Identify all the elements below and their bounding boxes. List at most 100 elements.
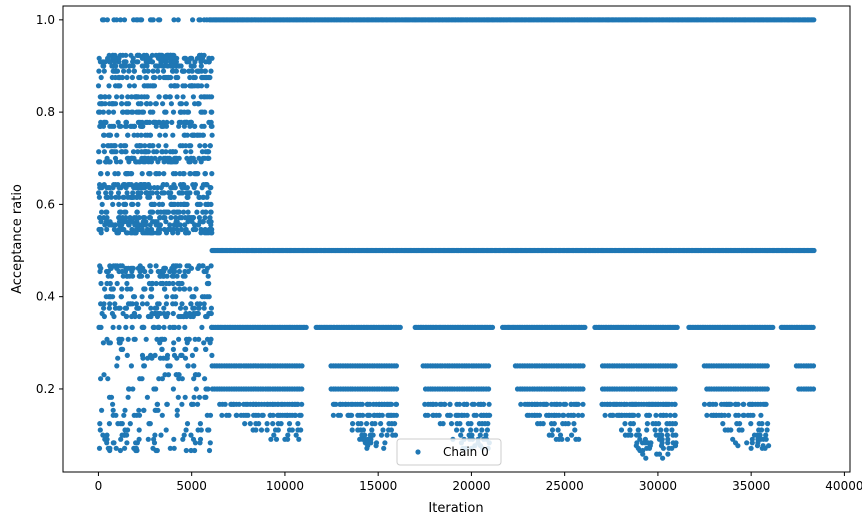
data-point xyxy=(129,268,135,275)
data-point xyxy=(369,427,375,433)
data-point xyxy=(701,401,708,407)
data-point xyxy=(393,401,399,407)
data-point xyxy=(673,432,679,438)
data-point xyxy=(245,412,251,418)
data-point xyxy=(137,119,143,125)
data-point xyxy=(201,340,207,346)
data-point xyxy=(464,401,470,407)
data-point xyxy=(726,412,732,418)
data-point xyxy=(101,305,107,311)
data-point xyxy=(247,421,253,427)
y-tick-label: 1.0 xyxy=(36,13,55,27)
data-point xyxy=(190,313,196,320)
data-point xyxy=(656,421,662,427)
data-point xyxy=(672,401,678,407)
data-point xyxy=(160,119,166,125)
data-point xyxy=(113,63,119,69)
data-point xyxy=(129,74,135,81)
data-point xyxy=(349,427,355,433)
data-point xyxy=(299,401,305,407)
data-point xyxy=(179,101,185,107)
data-point xyxy=(99,209,105,215)
data-point xyxy=(168,185,174,191)
data-point xyxy=(113,149,119,155)
data-point xyxy=(148,313,154,320)
data-point xyxy=(116,74,122,81)
data-point xyxy=(159,63,166,69)
data-point xyxy=(107,301,113,307)
y-tick-label: 0.8 xyxy=(36,105,55,119)
data-point xyxy=(192,59,198,65)
data-point xyxy=(98,171,104,177)
data-point xyxy=(183,305,189,311)
data-point xyxy=(660,455,666,461)
data-point xyxy=(190,63,196,69)
data-point xyxy=(153,63,159,69)
data-point xyxy=(163,219,169,225)
data-point xyxy=(292,412,299,418)
data-point xyxy=(770,324,776,330)
data-point xyxy=(270,421,276,427)
data-point xyxy=(164,119,170,125)
data-point xyxy=(140,355,146,361)
data-point xyxy=(350,421,356,427)
data-point xyxy=(163,59,169,65)
data-point xyxy=(157,17,163,23)
data-point xyxy=(107,340,113,346)
data-point xyxy=(635,427,641,433)
data-point xyxy=(146,143,152,149)
data-point xyxy=(364,445,370,451)
data-point xyxy=(392,421,398,427)
data-point xyxy=(189,68,195,74)
data-point xyxy=(106,421,112,427)
data-point xyxy=(194,190,201,196)
data-point xyxy=(549,432,555,438)
data-point xyxy=(138,132,144,138)
data-point xyxy=(285,436,291,442)
data-point xyxy=(192,123,198,129)
data-point xyxy=(107,185,113,191)
data-point xyxy=(96,159,102,165)
data-point xyxy=(156,230,162,236)
data-point xyxy=(139,123,145,129)
data-point xyxy=(564,436,571,442)
data-point xyxy=(196,194,202,200)
data-point xyxy=(667,412,673,418)
data-point xyxy=(579,412,585,418)
data-point xyxy=(159,149,165,155)
data-point xyxy=(720,421,726,427)
data-point xyxy=(464,412,470,418)
data-point xyxy=(96,109,102,115)
data-point xyxy=(174,412,180,418)
data-point xyxy=(296,436,302,442)
data-point xyxy=(159,412,165,418)
data-point xyxy=(137,268,143,275)
data-point xyxy=(134,447,140,454)
data-point xyxy=(128,123,134,129)
data-point xyxy=(144,273,150,279)
data-point xyxy=(151,83,158,89)
data-point xyxy=(630,412,636,418)
data-point xyxy=(133,185,139,191)
data-point xyxy=(202,230,208,236)
data-point xyxy=(188,265,195,271)
data-point xyxy=(362,432,368,438)
data-point xyxy=(164,401,170,407)
data-point xyxy=(253,427,259,433)
data-point xyxy=(164,313,170,320)
data-point xyxy=(181,123,187,129)
data-point xyxy=(101,313,107,320)
data-point xyxy=(610,412,616,418)
data-point xyxy=(123,149,129,155)
data-point xyxy=(182,201,188,207)
data-point xyxy=(158,432,164,438)
data-point xyxy=(112,301,118,307)
data-point xyxy=(518,401,524,407)
data-point xyxy=(140,159,147,165)
data-point xyxy=(640,447,646,454)
data-point xyxy=(110,324,116,330)
data-point xyxy=(162,132,168,138)
data-point xyxy=(198,59,204,65)
data-point xyxy=(196,394,203,400)
data-point xyxy=(204,83,210,89)
